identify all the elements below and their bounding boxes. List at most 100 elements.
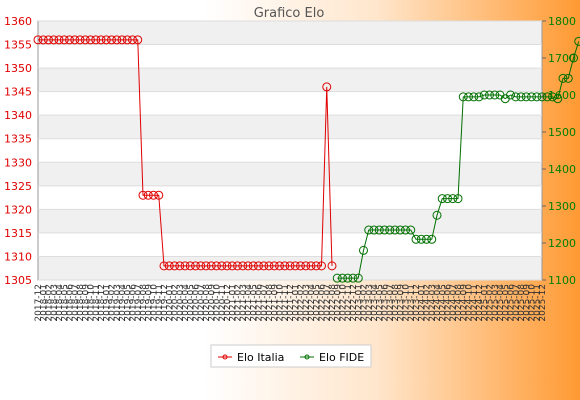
data-point[interactable]: [238, 261, 248, 271]
data-point[interactable]: [159, 261, 169, 271]
data-point[interactable]: [180, 261, 190, 271]
data-point[interactable]: [474, 92, 484, 102]
data-point[interactable]: [170, 261, 179, 271]
data-point[interactable]: [117, 35, 127, 45]
data-point[interactable]: [464, 92, 473, 102]
data-point[interactable]: [212, 261, 221, 271]
data-point[interactable]: [44, 35, 53, 45]
data-point[interactable]: [201, 261, 211, 271]
data-point[interactable]: [206, 261, 216, 271]
data-point[interactable]: [437, 194, 447, 204]
data-point[interactable]: [427, 234, 437, 244]
data-point[interactable]: [175, 261, 185, 271]
data-point[interactable]: [348, 273, 358, 283]
data-point[interactable]: [128, 35, 137, 45]
data-point[interactable]: [248, 261, 258, 271]
data-point[interactable]: [548, 92, 557, 102]
data-point[interactable]: [369, 225, 379, 235]
data-point[interactable]: [91, 35, 101, 45]
data-point[interactable]: [453, 194, 463, 204]
data-point[interactable]: [558, 73, 568, 83]
data-point[interactable]: [269, 261, 279, 271]
data-point[interactable]: [448, 194, 458, 204]
data-point[interactable]: [542, 92, 552, 102]
data-point[interactable]: [154, 190, 164, 200]
data-point[interactable]: [290, 261, 300, 271]
data-point[interactable]: [38, 35, 48, 45]
data-point[interactable]: [112, 35, 122, 45]
data-point[interactable]: [532, 92, 542, 102]
data-point[interactable]: [374, 225, 384, 235]
data-point[interactable]: [280, 261, 290, 271]
data-point[interactable]: [86, 35, 95, 45]
data-point[interactable]: [322, 82, 332, 92]
data-point[interactable]: [511, 92, 521, 102]
data-point[interactable]: [65, 35, 74, 45]
data-point[interactable]: [185, 261, 195, 271]
data-point[interactable]: [259, 261, 269, 271]
data-point[interactable]: [101, 35, 111, 45]
data-point[interactable]: [506, 90, 515, 100]
data-point[interactable]: [338, 273, 347, 283]
data-point[interactable]: [395, 225, 405, 235]
data-point[interactable]: [243, 261, 253, 271]
data-point[interactable]: [138, 190, 148, 200]
data-point[interactable]: [527, 92, 536, 102]
data-point[interactable]: [469, 92, 479, 102]
data-point[interactable]: [306, 261, 316, 271]
data-point[interactable]: [458, 92, 468, 102]
data-point[interactable]: [311, 261, 321, 271]
data-point[interactable]: [70, 35, 80, 45]
data-point[interactable]: [59, 35, 69, 45]
data-point[interactable]: [222, 261, 232, 271]
data-point[interactable]: [406, 225, 416, 235]
legend-label-italia[interactable]: Elo Italia: [237, 351, 284, 364]
data-point[interactable]: [416, 234, 426, 244]
data-point[interactable]: [191, 261, 200, 271]
data-point[interactable]: [254, 261, 263, 271]
data-point[interactable]: [485, 90, 494, 100]
data-point[interactable]: [385, 225, 395, 235]
data-point[interactable]: [264, 261, 274, 271]
data-point[interactable]: [327, 261, 337, 271]
data-point[interactable]: [443, 194, 452, 204]
data-point[interactable]: [553, 94, 563, 104]
data-point[interactable]: [574, 36, 580, 46]
data-point[interactable]: [143, 190, 153, 200]
data-point[interactable]: [275, 261, 284, 271]
data-point[interactable]: [80, 35, 90, 45]
legend-label-fide[interactable]: Elo FIDE: [319, 351, 364, 364]
data-point[interactable]: [432, 210, 442, 220]
data-point[interactable]: [75, 35, 85, 45]
data-point[interactable]: [364, 225, 374, 235]
data-point[interactable]: [569, 53, 578, 63]
data-point[interactable]: [107, 35, 116, 45]
legend[interactable]: Elo Italia Elo FIDE: [210, 344, 372, 368]
data-point[interactable]: [33, 35, 43, 45]
data-point[interactable]: [196, 261, 206, 271]
data-point[interactable]: [343, 273, 353, 283]
data-point[interactable]: [227, 261, 237, 271]
data-point[interactable]: [359, 245, 368, 255]
data-point[interactable]: [353, 273, 363, 283]
data-point[interactable]: [233, 261, 242, 271]
data-point[interactable]: [317, 261, 326, 271]
data-point[interactable]: [301, 261, 311, 271]
data-point[interactable]: [390, 225, 400, 235]
data-point[interactable]: [49, 35, 59, 45]
data-point[interactable]: [411, 234, 421, 244]
data-point[interactable]: [380, 225, 389, 235]
data-point[interactable]: [54, 35, 64, 45]
data-point[interactable]: [516, 92, 526, 102]
data-point[interactable]: [490, 90, 500, 100]
data-point[interactable]: [164, 261, 174, 271]
data-point[interactable]: [217, 261, 227, 271]
data-point[interactable]: [133, 35, 143, 45]
data-point[interactable]: [563, 73, 573, 83]
data-point[interactable]: [332, 273, 342, 283]
data-point[interactable]: [537, 92, 547, 102]
data-point[interactable]: [122, 35, 132, 45]
data-point[interactable]: [285, 261, 295, 271]
data-point[interactable]: [296, 261, 305, 271]
data-point[interactable]: [149, 190, 158, 200]
